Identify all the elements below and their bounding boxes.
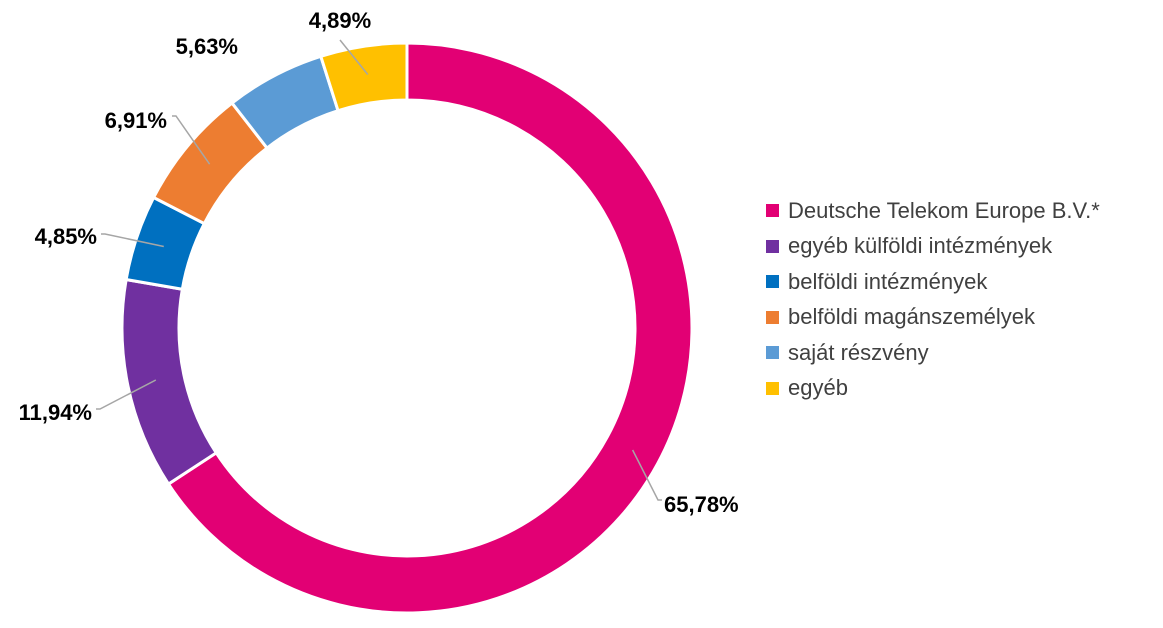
legend-swatch xyxy=(766,381,779,395)
legend-item: belföldi intézmények xyxy=(766,264,1100,300)
legend-swatch xyxy=(766,275,779,289)
legend-label: Deutsche Telekom Europe B.V.* xyxy=(788,197,1100,223)
legend-label: egyéb külföldi intézmények xyxy=(788,233,1053,259)
leader-line xyxy=(172,115,211,165)
legend-item: egyéb külföldi intézmények xyxy=(766,229,1100,265)
data-label: 11,94% xyxy=(19,400,92,425)
donut-slice xyxy=(120,277,219,487)
leader-line xyxy=(631,449,662,501)
data-label: 65,78% xyxy=(664,492,739,517)
data-label: 6,91% xyxy=(105,108,167,133)
legend-label: belföldi magánszemélyek xyxy=(788,304,1036,330)
legend-swatch xyxy=(766,239,779,253)
legend-item: Deutsche Telekom Europe B.V.* xyxy=(766,193,1100,229)
data-labels: 65,78% 11,94% 4,85% 6,91% 5,63% 4,89% xyxy=(19,8,739,517)
leader-lines xyxy=(96,39,662,501)
legend-label: egyéb xyxy=(788,375,848,401)
legend-swatch xyxy=(766,346,779,360)
leader-line xyxy=(101,233,164,248)
legend-label: saját részvény xyxy=(788,339,929,365)
legend-item: saját részvény xyxy=(766,335,1100,371)
leader-line xyxy=(96,379,157,410)
donut-slice xyxy=(166,41,694,615)
legend-swatch xyxy=(766,310,779,324)
legend-swatch xyxy=(766,204,779,218)
legend-item: egyéb xyxy=(766,371,1100,407)
data-label: 4,85% xyxy=(35,224,97,249)
legend: Deutsche Telekom Europe B.V.* egyéb külf… xyxy=(766,193,1100,406)
donut-slice xyxy=(318,41,409,113)
data-label: 4,89% xyxy=(309,8,371,33)
data-label: 5,63% xyxy=(176,34,238,59)
legend-item: belföldi magánszemélyek xyxy=(766,300,1100,336)
leader-line xyxy=(339,39,369,75)
legend-label: belföldi intézmények xyxy=(788,268,988,294)
donut-slices xyxy=(120,41,694,615)
